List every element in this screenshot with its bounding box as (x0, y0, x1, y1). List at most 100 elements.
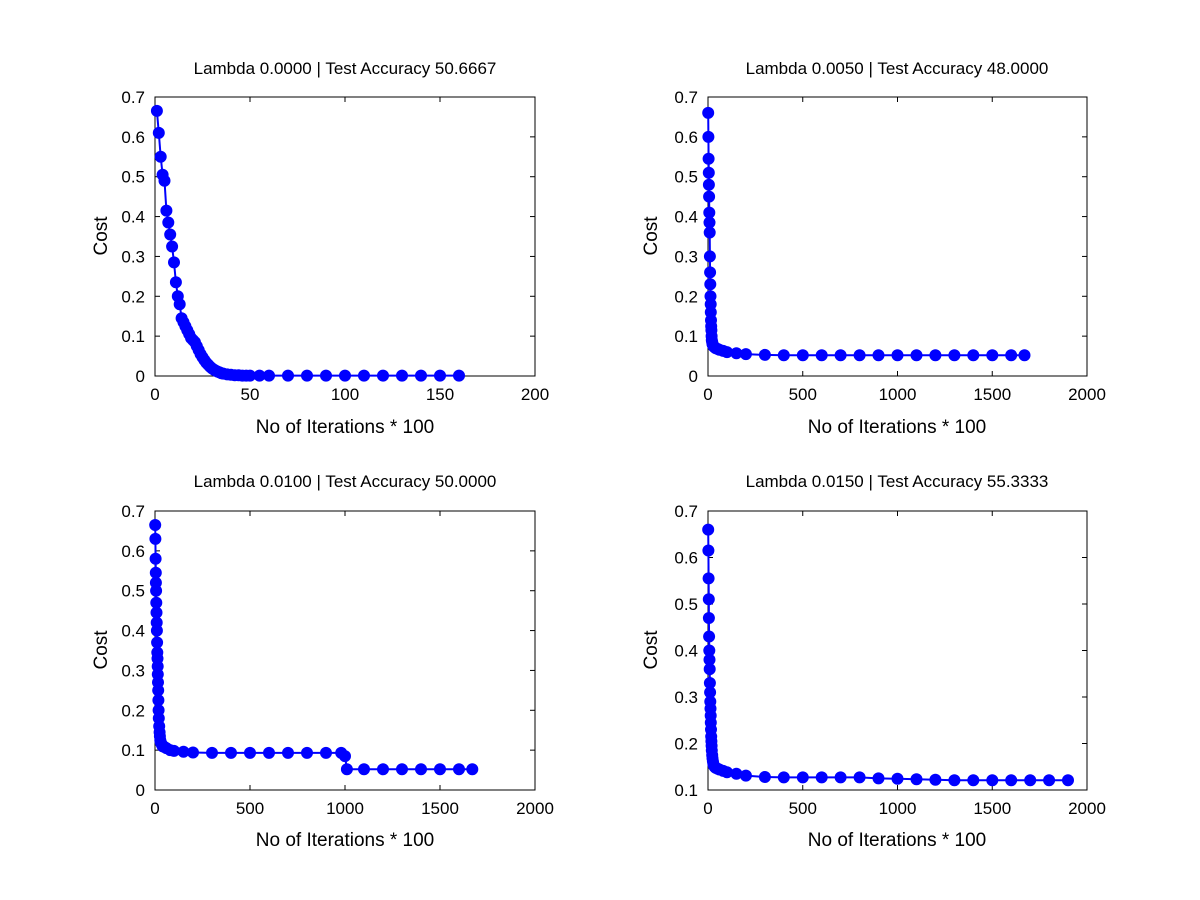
plot-title: Lambda 0.0050 | Test Accuracy 48.0000 (746, 59, 1049, 78)
data-point (149, 566, 162, 579)
subplot-4: Lambda 0.0150 | Test Accuracy 55.3333 No… (641, 472, 1106, 851)
y-tick-label: 0 (689, 367, 698, 386)
x-tick-label: 2000 (1068, 799, 1106, 818)
data-point (149, 519, 162, 531)
data-point (702, 523, 715, 536)
y-tick-label: 0.5 (674, 595, 698, 614)
data-point (154, 150, 167, 163)
x-tick-label: 0 (703, 385, 712, 404)
data-point (986, 774, 999, 787)
data-point (320, 746, 332, 759)
x-tick-label: 0 (703, 799, 712, 818)
data-point (164, 228, 177, 241)
y-tick-label: 0.3 (121, 247, 145, 266)
data-point (758, 348, 771, 361)
data-point (358, 369, 370, 382)
y-axis-title: Cost (641, 630, 662, 670)
data-point (340, 763, 353, 776)
data-point (377, 369, 389, 382)
data-point (377, 763, 389, 776)
data-point (1005, 349, 1018, 362)
plot-area: 0 500 1000 1500 2000 0 0.1 0.2 0.3 0.4 0.5 0.6 0.7 (674, 88, 1106, 404)
plot-title: Lambda 0.0150 | Test Accuracy 55.3333 (746, 472, 1049, 491)
data-point (282, 746, 294, 759)
data-point (702, 544, 715, 557)
y-tick-label: 0.2 (121, 701, 145, 720)
data-point (453, 369, 465, 382)
data-point (415, 763, 427, 776)
data-point (150, 596, 163, 609)
x-axis-title: No of Iterations * 100 (808, 417, 987, 438)
x-tick-label: 100 (331, 385, 359, 404)
y-tick-label: 0.3 (674, 247, 698, 266)
data-point (702, 612, 715, 624)
data-point (358, 763, 370, 776)
y-tick-label: 0.7 (674, 502, 698, 521)
data-point (339, 369, 351, 382)
data-point (301, 746, 313, 759)
y-tick-label: 0.1 (674, 781, 698, 800)
data-point (703, 190, 716, 203)
x-axis-title: No of Iterations * 100 (256, 417, 435, 438)
data-point (152, 126, 165, 139)
y-tick-label: 0.5 (674, 168, 698, 187)
data-point (777, 771, 790, 784)
data-point (263, 369, 275, 382)
data-point (891, 772, 904, 785)
x-tick-label: 1500 (973, 385, 1011, 404)
data-point (1005, 774, 1018, 787)
data-point (396, 763, 408, 776)
y-tick-label: 0.6 (674, 549, 698, 568)
x-tick-label: 500 (789, 385, 817, 404)
x-tick-label: 500 (789, 799, 817, 818)
data-point (1043, 774, 1056, 787)
data-point (872, 772, 885, 785)
data-point (152, 694, 165, 707)
data-point (834, 771, 847, 784)
data-point (466, 763, 479, 776)
y-tick-label: 0.4 (674, 208, 698, 227)
data-point (162, 216, 175, 229)
subplot-1: Lambda 0.0000 | Test Accuracy 50.6667 No… (91, 59, 549, 438)
data-point (187, 746, 199, 759)
data-point (796, 771, 809, 784)
data-point (703, 663, 716, 676)
y-tick-label: 0 (136, 781, 145, 800)
y-tick-label: 0.4 (674, 642, 698, 661)
data-point (702, 166, 715, 179)
y-tick-label: 0.1 (121, 327, 145, 346)
data-point (948, 349, 961, 362)
data-point (434, 763, 446, 776)
data-point (263, 746, 275, 759)
subplot-3: Lambda 0.0100 | Test Accuracy 50.0000 No… (91, 472, 554, 851)
y-tick-label: 0.2 (121, 287, 145, 306)
y-tick-label: 0.4 (121, 622, 145, 641)
data-point (158, 174, 171, 187)
data-point (703, 250, 716, 263)
data-point (739, 348, 752, 361)
y-tick-label: 0.2 (674, 287, 698, 306)
data-point (150, 624, 163, 637)
data-point (853, 771, 866, 784)
y-tick-label: 0.7 (121, 502, 145, 521)
data-point (702, 593, 715, 606)
x-tick-label: 2000 (1068, 385, 1106, 404)
data-point (872, 349, 885, 362)
data-point (149, 532, 162, 545)
x-tick-label: 2000 (516, 799, 554, 818)
data-point (967, 349, 980, 362)
data-point (703, 226, 716, 239)
data-point (910, 773, 923, 786)
data-point (149, 552, 162, 565)
data-point (396, 369, 408, 382)
data-point (929, 773, 942, 786)
y-tick-label: 0.4 (121, 208, 145, 227)
x-tick-label: 200 (521, 385, 549, 404)
y-tick-label: 0 (136, 367, 145, 386)
data-point (1018, 349, 1031, 362)
data-point (166, 240, 179, 253)
data-point (739, 769, 752, 782)
y-tick-label: 0.3 (674, 688, 698, 707)
x-tick-label: 1500 (421, 799, 459, 818)
